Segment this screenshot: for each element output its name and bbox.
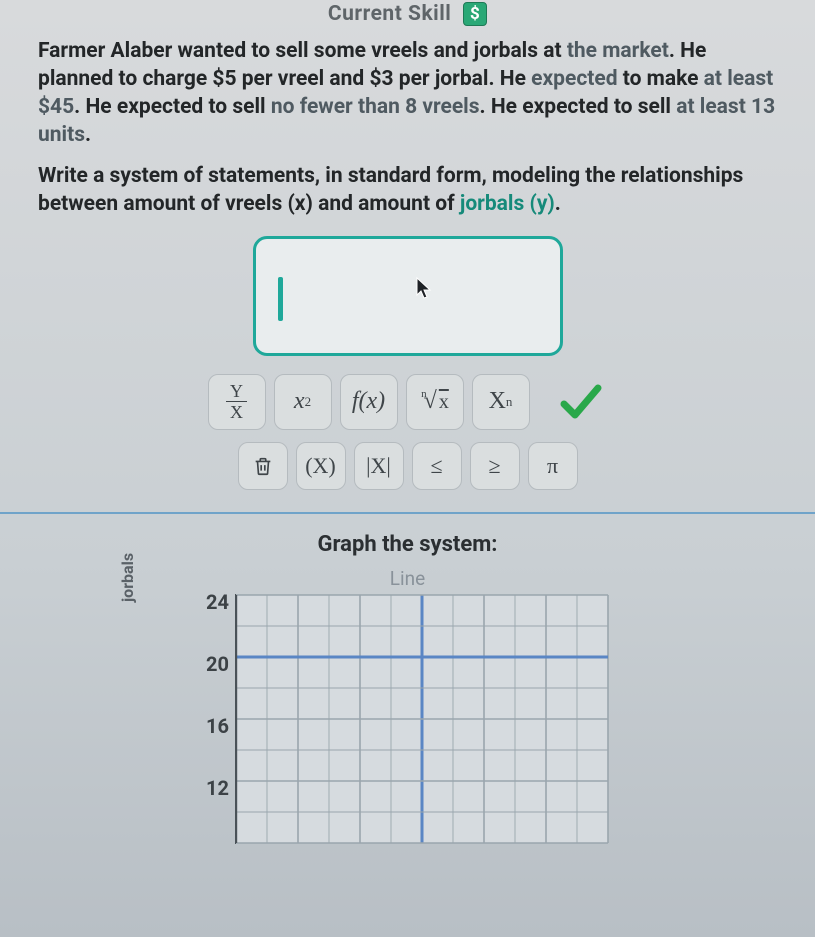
function-button[interactable]: f(x) xyxy=(340,374,398,430)
mouse-pointer-icon xyxy=(416,277,434,305)
parentheses-button[interactable]: (X) xyxy=(296,442,346,490)
absolute-value-button[interactable]: |X| xyxy=(354,442,404,490)
y-tick: 24 xyxy=(206,592,229,654)
math-toolbar: Y X x2 f(x) n√x Xn xyxy=(38,374,777,490)
currency-badge: $ xyxy=(463,2,487,26)
fraction-button[interactable]: Y X xyxy=(208,374,266,430)
submit-check-button[interactable] xyxy=(552,374,608,430)
greater-equal-button[interactable]: ≥ xyxy=(470,442,520,490)
graph-section: Graph the system: Line jorbals 24 20 16 … xyxy=(0,532,815,844)
toolbar-row-2: (X) |X| ≤ ≥ π xyxy=(238,442,578,490)
graph-grid[interactable] xyxy=(235,594,609,844)
less-equal-button[interactable]: ≤ xyxy=(412,442,462,490)
header: Current Skill $ xyxy=(0,0,815,32)
header-title: Current Skill xyxy=(328,2,451,26)
y-tick: 12 xyxy=(206,778,229,840)
instruction-text: Write a system of statements, in standar… xyxy=(38,163,777,218)
power-button[interactable]: x2 xyxy=(274,374,332,430)
y-tick: 20 xyxy=(206,654,229,716)
pi-button[interactable]: π xyxy=(528,442,578,490)
y-tick: 16 xyxy=(206,716,229,778)
y-axis-label: jorbals xyxy=(118,553,137,602)
trash-button[interactable] xyxy=(238,442,288,490)
y-axis-ticks: 24 20 16 12 xyxy=(206,594,235,844)
section-divider xyxy=(0,512,815,514)
problem-text: Farmer Alaber wanted to sell some vreels… xyxy=(38,38,777,149)
answer-input[interactable] xyxy=(253,236,563,356)
subscript-button[interactable]: Xn xyxy=(472,374,530,430)
toolbar-row-1: Y X x2 f(x) n√x Xn xyxy=(208,374,608,430)
nth-root-button[interactable]: n√x xyxy=(406,374,464,430)
text-cursor xyxy=(278,277,283,321)
